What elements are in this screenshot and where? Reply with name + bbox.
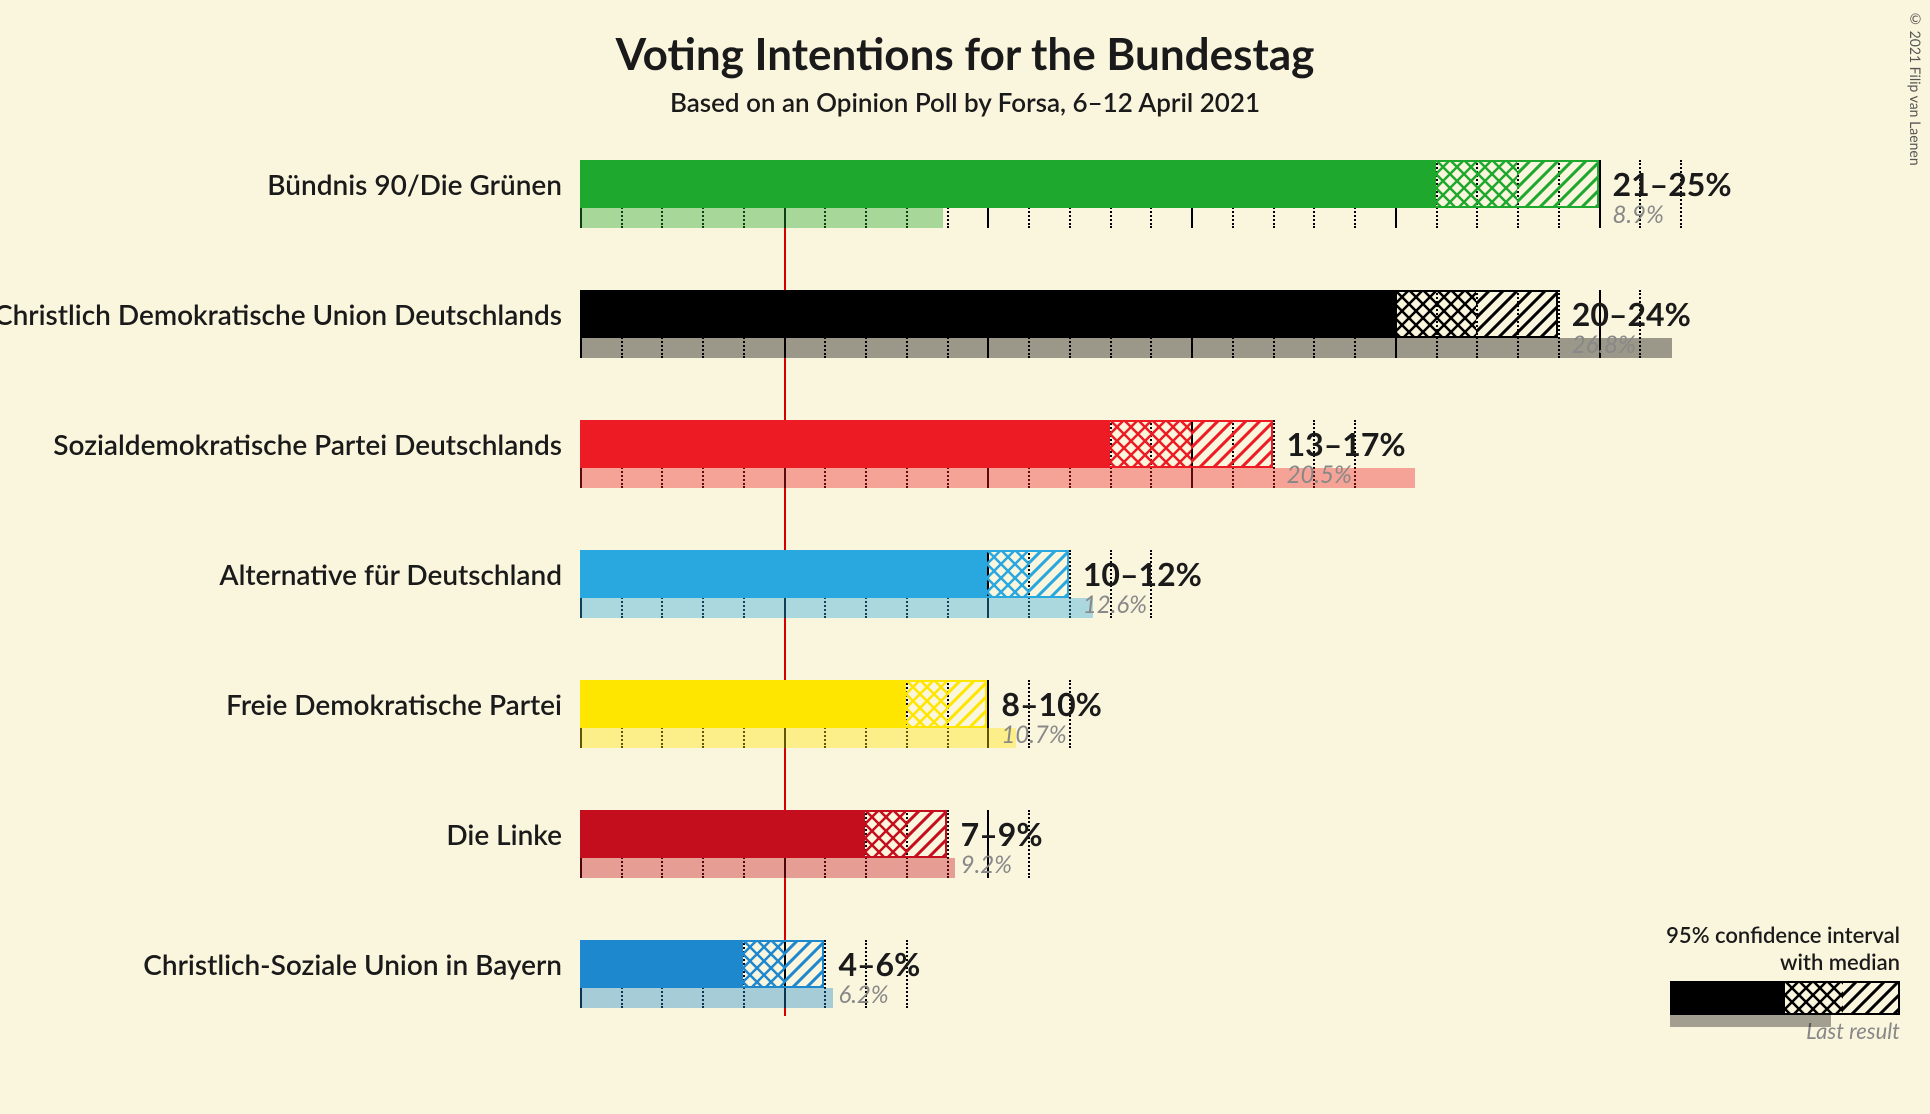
party-label: Alternative für Deutschland xyxy=(219,557,580,591)
value-range: 20–24% xyxy=(1572,294,1691,333)
party-label: Freie Demokratische Partei xyxy=(226,687,580,721)
value-last: 9.2% xyxy=(961,850,1012,879)
chart-subtitle: Based on an Opinion Poll by Forsa, 6–12 … xyxy=(0,80,1930,118)
value-range: 4–6% xyxy=(838,944,920,983)
legend-bar xyxy=(1670,981,1900,1015)
bar-solid xyxy=(580,550,987,598)
bar-outline xyxy=(743,940,824,988)
copyright-text: © 2021 Filip van Laenen xyxy=(1907,10,1924,166)
bar-solid xyxy=(580,160,1436,208)
bar-track xyxy=(580,810,1680,858)
value-range: 13–17% xyxy=(1287,424,1406,463)
party-row: Bündnis 90/Die Grünen21–25%8.9% xyxy=(580,160,1680,270)
bar-track xyxy=(580,290,1680,338)
party-label: Christlich Demokratische Union Deutschla… xyxy=(0,297,580,331)
last-result-bar xyxy=(580,338,1672,358)
party-label: Christlich-Soziale Union in Bayern xyxy=(143,947,580,981)
value-last: 26.8% xyxy=(1572,330,1636,359)
value-range: 10–12% xyxy=(1083,554,1202,593)
value-last: 8.9% xyxy=(1613,200,1664,229)
bar-outline xyxy=(1395,290,1558,338)
party-label: Die Linke xyxy=(446,817,580,851)
last-result-bar xyxy=(580,988,833,1008)
value-last: 10.7% xyxy=(1001,720,1066,749)
last-result-bar xyxy=(580,728,1016,748)
last-result-bar xyxy=(580,598,1093,618)
bar-outline xyxy=(865,810,946,858)
party-row: Christlich-Soziale Union in Bayern4–6%6.… xyxy=(580,940,1680,1050)
bar-track xyxy=(580,420,1680,468)
legend-text-median: with median xyxy=(1666,948,1900,975)
value-last: 6.2% xyxy=(838,980,888,1009)
party-row: Alternative für Deutschland10–12%12.6% xyxy=(580,550,1680,660)
legend-text-ci: 95% confidence interval xyxy=(1666,921,1900,948)
party-label: Bündnis 90/Die Grünen xyxy=(267,167,580,201)
bar-outline xyxy=(1110,420,1273,468)
bar-track xyxy=(580,940,1680,988)
legend: 95% confidence interval with median Last… xyxy=(1666,921,1900,1044)
value-range: 21–25% xyxy=(1613,164,1732,203)
bar-track xyxy=(580,160,1680,208)
value-range: 8–10% xyxy=(1001,684,1101,723)
last-result-bar xyxy=(580,208,943,228)
bar-outline xyxy=(987,550,1068,598)
bar-solid xyxy=(580,680,906,728)
bar-solid xyxy=(580,420,1110,468)
bar-outline xyxy=(906,680,987,728)
party-row: Christlich Demokratische Union Deutschla… xyxy=(580,290,1680,400)
value-last: 20.5% xyxy=(1287,460,1352,489)
bar-track xyxy=(580,680,1680,728)
value-last: 12.6% xyxy=(1083,590,1147,619)
bar-outline xyxy=(1436,160,1599,208)
value-range: 7–9% xyxy=(961,814,1043,853)
party-label: Sozialdemokratische Partei Deutschlands xyxy=(53,427,580,461)
party-row: Die Linke7–9%9.2% xyxy=(580,810,1680,920)
bar-solid xyxy=(580,290,1395,338)
chart-area: Bündnis 90/Die Grünen21–25%8.9% Christlic… xyxy=(580,160,1680,1080)
party-row: Freie Demokratische Partei8–10%10.7% xyxy=(580,680,1680,790)
bar-solid xyxy=(580,810,865,858)
chart-title: Voting Intentions for the Bundestag xyxy=(0,0,1930,80)
last-result-bar xyxy=(580,858,955,878)
bar-solid xyxy=(580,940,743,988)
party-row: Sozialdemokratische Partei Deutschlands1… xyxy=(580,420,1680,530)
